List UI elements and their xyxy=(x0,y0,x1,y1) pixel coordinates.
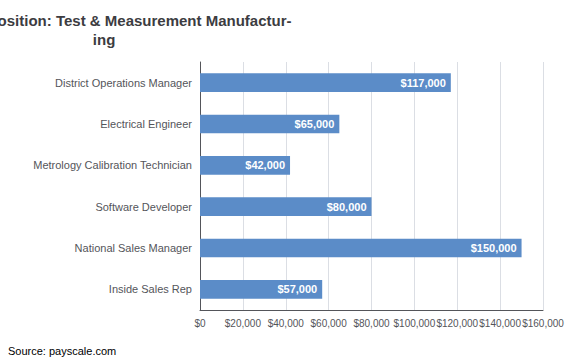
svg-text:National Sales Manager: National Sales Manager xyxy=(75,242,193,254)
svg-text:$80,000: $80,000 xyxy=(353,318,390,329)
svg-text:Electrical Engineer: Electrical Engineer xyxy=(100,118,192,130)
svg-text:District Operations Manager: District Operations Manager xyxy=(55,77,192,89)
svg-text:Source: payscale.com: Source: payscale.com xyxy=(8,345,116,357)
svg-text:Metrology Calibration Technici: Metrology Calibration Technician xyxy=(33,159,192,171)
svg-text:$57,000: $57,000 xyxy=(277,283,317,295)
svg-text:$40,000: $40,000 xyxy=(268,318,305,329)
svg-text:$160,000: $160,000 xyxy=(522,318,564,329)
svg-text:$65,000: $65,000 xyxy=(295,118,335,130)
svg-text:Software Developer: Software Developer xyxy=(95,201,192,213)
svg-text:$100,000: $100,000 xyxy=(394,318,436,329)
svg-text:$150,000: $150,000 xyxy=(471,242,517,254)
svg-text:ing: ing xyxy=(93,31,116,48)
svg-text:Inside Sales Rep: Inside Sales Rep xyxy=(109,283,192,295)
svg-text:$0: $0 xyxy=(194,318,206,329)
svg-text:$120,000: $120,000 xyxy=(436,318,478,329)
svg-text:Salary by Position: Test & Mea: Salary by Position: Test & Measurement M… xyxy=(0,12,292,29)
svg-text:$117,000: $117,000 xyxy=(401,77,446,89)
svg-text:$140,000: $140,000 xyxy=(479,318,521,329)
svg-text:$60,000: $60,000 xyxy=(311,318,348,329)
svg-text:$80,000: $80,000 xyxy=(327,201,367,213)
svg-text:$20,000: $20,000 xyxy=(225,318,262,329)
svg-text:$42,000: $42,000 xyxy=(245,159,285,171)
